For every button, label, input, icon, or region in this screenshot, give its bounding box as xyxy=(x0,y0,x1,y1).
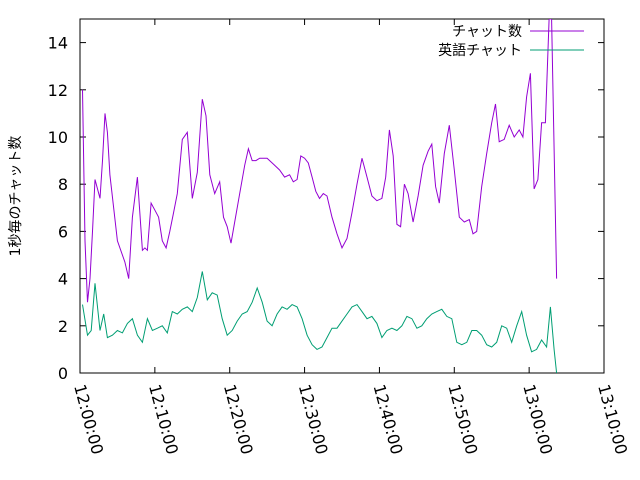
legend-label: 英語チャット xyxy=(438,42,522,59)
y-tick-label: 0 xyxy=(58,364,68,383)
x-tick-label: 13:10:00 xyxy=(594,382,631,456)
y-tick-label: 10 xyxy=(48,128,68,147)
x-tick-label: 12:30:00 xyxy=(295,382,332,456)
series-lines xyxy=(82,19,558,373)
x-tick-label: 12:00:00 xyxy=(70,382,107,456)
x-tick-label: 12:40:00 xyxy=(370,382,407,456)
series-line-1 xyxy=(82,19,558,303)
x-tick-label: 12:50:00 xyxy=(444,382,481,456)
x-tick-label: 12:20:00 xyxy=(220,382,257,456)
series-line-2 xyxy=(82,271,558,373)
y-tick-label: 14 xyxy=(48,34,68,53)
legend-label: チャット数 xyxy=(452,24,522,40)
axes: 0 2 4 6 8 10 12 14 12:00:00 12:10:00 12:20:00 12:30… xyxy=(48,18,631,456)
plot-frame xyxy=(79,18,605,374)
y-axis-title: 1秒毎のチャット数 xyxy=(8,136,24,257)
y-tick-label: 2 xyxy=(58,317,68,336)
y-tick-label: 8 xyxy=(58,175,68,194)
x-tick-label: 12:10:00 xyxy=(145,382,182,456)
y-tick-label: 4 xyxy=(58,270,68,289)
y-tick-label: 12 xyxy=(48,81,68,100)
y-tick-label: 6 xyxy=(58,222,68,241)
x-tick-label: 13:00:00 xyxy=(519,382,556,456)
